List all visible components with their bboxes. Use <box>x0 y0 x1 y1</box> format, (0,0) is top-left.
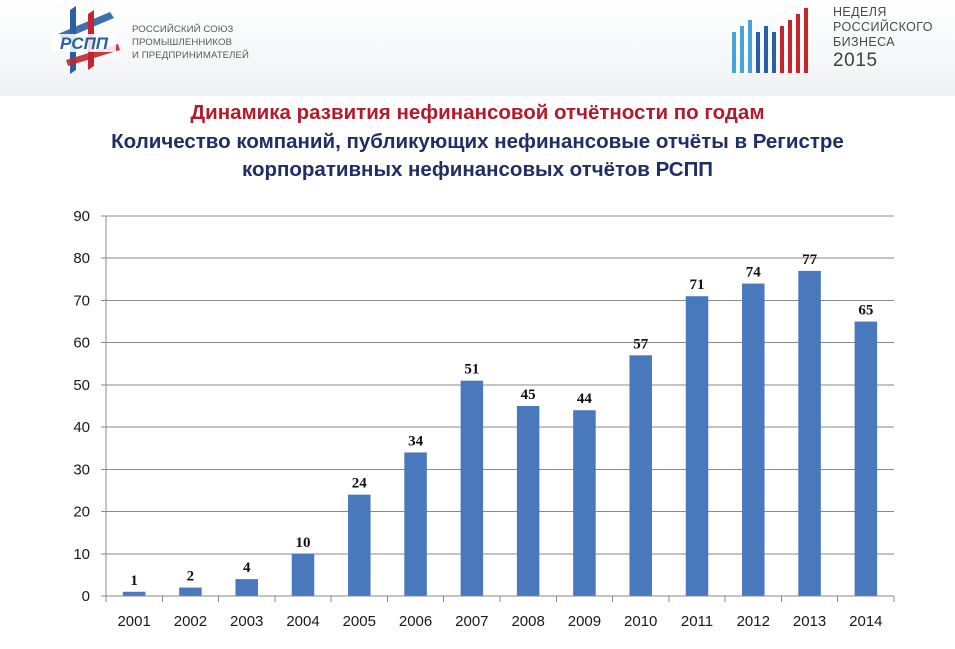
bar <box>685 296 709 596</box>
x-tick-label: 2013 <box>793 613 826 630</box>
y-tick-label: 40 <box>73 419 90 436</box>
data-label: 34 <box>408 433 424 449</box>
x-tick-label: 2001 <box>117 613 150 630</box>
data-label: 2 <box>187 569 195 585</box>
x-tick-label: 2006 <box>399 613 432 630</box>
data-label: 10 <box>296 535 311 551</box>
bar <box>122 591 146 596</box>
data-label: 65 <box>858 303 873 319</box>
x-tick-label: 2010 <box>624 613 657 630</box>
x-tick-label: 2004 <box>286 613 319 630</box>
chart-subtitle-line-2: корпоративных нефинансовых отчётов РСПП <box>241 158 714 181</box>
data-label: 51 <box>464 362 479 378</box>
bar <box>179 587 202 596</box>
event-name-line: БИЗНЕСА <box>833 35 895 49</box>
bar <box>629 355 652 596</box>
org-name: РОССИЙСКИЙ СОЮЗ ПРОМЫШЛЕННИКОВ И ПРЕДПРИ… <box>132 23 249 62</box>
data-label: 4 <box>243 560 251 576</box>
rspp-emblem-icon: РСПП <box>52 6 120 74</box>
x-tick-label: 2012 <box>737 613 770 630</box>
y-tick-label: 90 <box>73 208 90 225</box>
x-tick-label: 2011 <box>681 613 713 630</box>
bar <box>854 321 878 596</box>
bar <box>404 452 427 596</box>
x-tick-label: 2014 <box>849 613 882 630</box>
y-tick-label: 20 <box>73 504 90 521</box>
y-axis: 0 10 20 30 40 50 60 70 80 90 <box>73 208 107 605</box>
y-tick-label: 50 <box>73 377 90 394</box>
bar <box>516 406 540 596</box>
x-tick-label: 2008 <box>511 613 544 630</box>
event-name-line: НЕДЕЛЯ <box>833 5 887 19</box>
bar <box>348 494 371 596</box>
y-tick-label: 30 <box>73 461 90 478</box>
x-tick-label: 2007 <box>455 613 488 630</box>
data-label: 44 <box>577 391 593 407</box>
data-label: 57 <box>633 336 649 352</box>
event-name-line: РОССИЙСКОГО <box>833 20 933 34</box>
bar <box>235 579 258 596</box>
y-tick-label: 60 <box>73 335 90 352</box>
chart-bars <box>122 270 878 596</box>
org-name-line: ПРОМЫШЛЕННИКОВ <box>132 37 233 48</box>
y-tick-label: 70 <box>73 292 90 309</box>
event-year: 2015 <box>833 50 878 71</box>
header-band <box>0 0 955 96</box>
x-tick-label: 2003 <box>230 613 263 630</box>
rspp-logo: РСПП <box>48 4 128 81</box>
event-bars-logo <box>728 6 820 81</box>
data-label: 45 <box>521 387 536 403</box>
x-axis: 2001 2002 2003 2004 2005 2006 2007 2008 2009 2010… <box>105 595 895 630</box>
y-tick-label: 10 <box>73 546 90 563</box>
chart-subtitle-line-1: Количество компаний, публикующих нефинан… <box>111 130 844 153</box>
data-label: 1 <box>130 573 138 589</box>
chart-gridlines <box>106 215 894 597</box>
event-name: НЕДЕЛЯ РОССИЙСКОГО БИЗНЕСА 2015 <box>833 5 933 71</box>
data-label: 71 <box>690 277 705 293</box>
bar <box>460 380 484 596</box>
x-tick-label: 2009 <box>568 613 601 630</box>
org-name-line: И ПРЕДПРИНИМАТЕЛЕЙ <box>132 50 250 61</box>
bar <box>291 553 315 596</box>
y-tick-label: 0 <box>82 588 90 605</box>
org-name-line: РОССИЙСКИЙ СОЮЗ <box>132 24 234 35</box>
data-label: 24 <box>352 476 368 492</box>
x-tick-label: 2005 <box>343 613 376 630</box>
x-tick-label: 2002 <box>174 613 207 630</box>
chart-title: Динамика развития нефинансовой отчётност… <box>190 101 765 124</box>
rising-bars-icon <box>732 8 808 73</box>
bar <box>798 270 821 596</box>
data-label: 74 <box>746 265 762 281</box>
bar <box>573 410 596 596</box>
y-tick-label: 80 <box>73 250 90 267</box>
rspp-logo-text: РСПП <box>60 34 109 53</box>
bar <box>742 283 765 596</box>
titles: Динамика развития нефинансовой отчётност… <box>0 98 955 184</box>
data-label: 77 <box>802 252 818 268</box>
